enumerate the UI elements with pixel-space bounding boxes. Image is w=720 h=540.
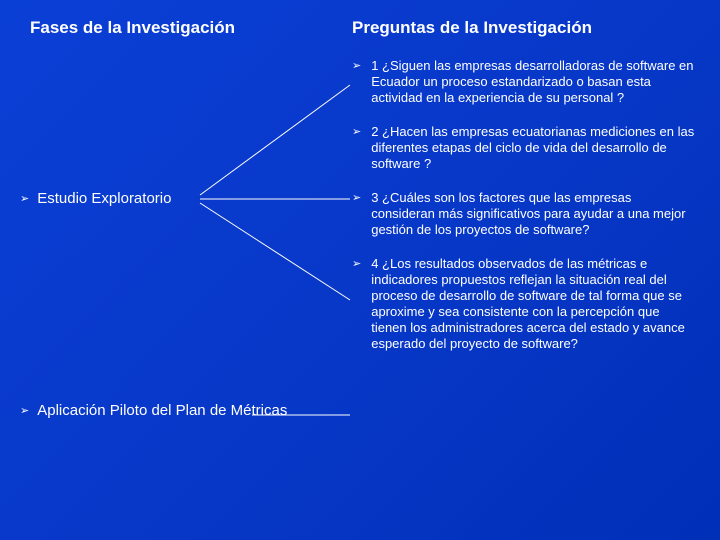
bullet-icon: ➢ — [352, 124, 361, 140]
phase-label: Estudio Exploratorio — [37, 190, 171, 208]
bullet-icon: ➢ — [352, 256, 361, 272]
question-item: ➢ 2 ¿Hacen las empresas ecuatorianas med… — [352, 124, 697, 172]
bullet-icon: ➢ — [20, 190, 29, 208]
questions-list: ➢ 1 ¿Siguen las empresas desarrolladoras… — [352, 58, 697, 352]
connector-line — [200, 85, 350, 195]
phase-item: ➢ Estudio Exploratorio — [20, 190, 310, 208]
question-item: ➢ 4 ¿Los resultados observados de las mé… — [352, 256, 697, 352]
question-text: 2 ¿Hacen las empresas ecuatorianas medic… — [371, 124, 697, 172]
questions-heading: Preguntas de la Investigación — [352, 18, 697, 38]
bullet-icon: ➢ — [352, 58, 361, 74]
question-item: ➢ 3 ¿Cuáles son los factores que las emp… — [352, 190, 697, 238]
phase-label: Aplicación Piloto del Plan de Métricas — [37, 402, 287, 420]
connector-line — [200, 203, 350, 300]
question-text: 4 ¿Los resultados observados de las métr… — [371, 256, 697, 352]
question-item: ➢ 1 ¿Siguen las empresas desarrolladoras… — [352, 58, 697, 106]
phases-heading: Fases de la Investigación — [30, 18, 310, 38]
question-text: 3 ¿Cuáles son los factores que las empre… — [371, 190, 697, 238]
phase-item: ➢ Aplicación Piloto del Plan de Métricas — [20, 402, 310, 420]
bullet-icon: ➢ — [352, 190, 361, 206]
bullet-icon: ➢ — [20, 402, 29, 420]
question-text: 1 ¿Siguen las empresas desarrolladoras d… — [371, 58, 697, 106]
